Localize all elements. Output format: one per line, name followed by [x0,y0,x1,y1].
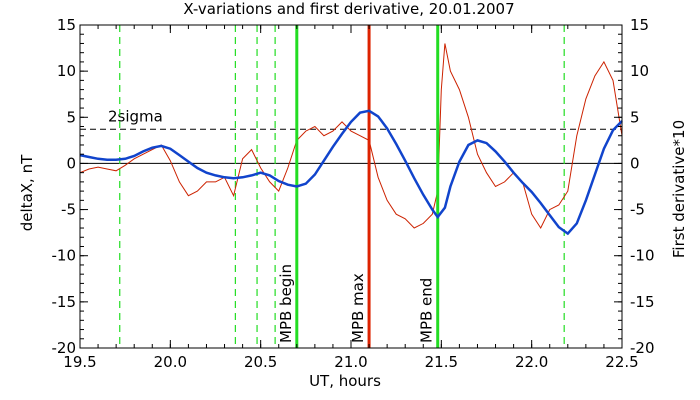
y-tick-label-right: -10 [630,247,655,265]
x-tick-label: 21.5 [425,353,458,371]
marker-label-mpb-end: MPB end [418,278,436,343]
y-tick-label-left: 10 [57,62,76,80]
y-tick-label-left: 15 [57,16,76,34]
marker-label-mpb-max: MPB max [349,273,367,343]
y-axis-left-ticks: 15 10 5 0 -5 -10 -15 -20 [52,16,88,357]
series-line-derivative [79,43,623,230]
y-axis-left-label: deltaX, nT [18,154,36,231]
y-tick-label-left: -20 [52,339,77,357]
y-axis-right-ticks: 15 10 5 0 -5 -10 -15 -20 [614,16,655,357]
y-tick-label-right: 5 [630,108,640,126]
y-tick-label-left: -10 [52,247,77,265]
y-tick-label-right: 0 [630,154,640,172]
x-tick-label: 21.0 [334,353,367,371]
y-tick-label-left: -15 [52,293,77,311]
x-tick-label: 22.0 [515,353,548,371]
y-tick-label-right: 15 [630,16,649,34]
x-tick-label: 19.5 [63,353,96,371]
threshold-label: 2sigma [108,107,163,125]
y-tick-label-left: 5 [66,108,76,126]
y-tick-label-left: 0 [66,154,76,172]
y-tick-label-right: -5 [630,201,645,219]
series-line-deltax [79,109,623,236]
marker-label-mpb-begin: MPB begin [277,264,295,343]
plot-area: 2sigma MPB begin MPB max MPB end [79,24,623,349]
y-axis-right-label: First derivative*10 [670,120,688,258]
y-tick-label-right: -15 [630,293,655,311]
y-tick-label-right: -20 [630,339,655,357]
chart-title: X-variations and first derivative, 20.01… [183,0,514,18]
x-axis-ticks: 19.5 20.0 20.5 21.0 21.5 22.0 22.5 [63,25,639,371]
y-tick-label-left: -5 [61,201,76,219]
x-axis-label: UT, hours [309,372,381,390]
x-tick-label: 20.5 [244,353,277,371]
x-tick-label: 20.0 [154,353,187,371]
x-tick-label: 22.5 [605,353,638,371]
y-tick-label-right: 10 [630,62,649,80]
